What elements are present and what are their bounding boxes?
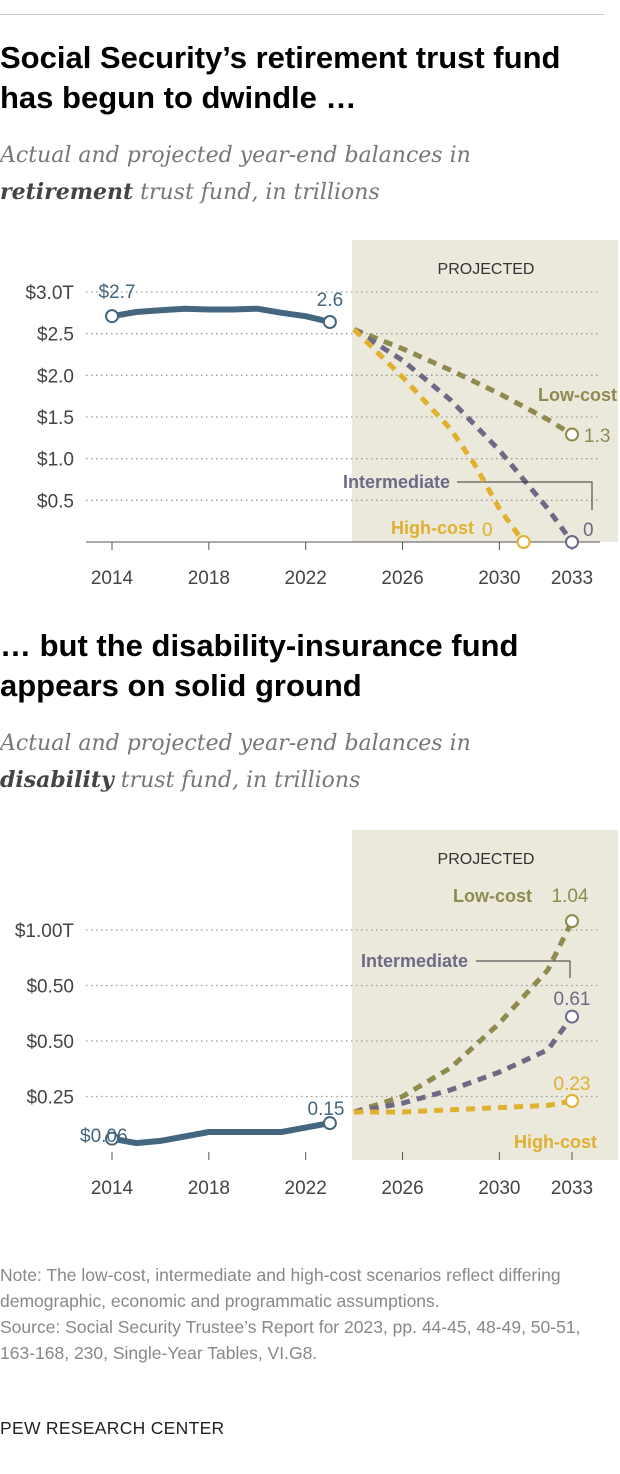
series-line-intermediate [353, 1015, 575, 1115]
high-cost-end-label: 0.23 [554, 1074, 591, 1095]
actual-end-label: 0.15 [308, 1099, 345, 1120]
chart2-subtitle-pre: Actual and projected year-end balances i… [0, 731, 471, 756]
low-cost-end-label: 1.04 [552, 886, 589, 907]
y-tick-label: $1.5 [37, 408, 74, 429]
actual-start-label: $2.7 [99, 282, 136, 303]
low-cost-end-label: 1.3 [584, 426, 610, 447]
actual-end-marker [322, 315, 337, 329]
intermediate-end-marker [565, 1009, 579, 1024]
note-text: Note: The low-cost, intermediate and hig… [0, 1265, 561, 1311]
high-cost-series-label: High-cost [391, 518, 474, 538]
high-cost-end-marker [565, 1093, 579, 1108]
notes-block: Note: The low-cost, intermediate and hig… [0, 1262, 615, 1366]
x-tick-label: 2018 [188, 568, 230, 589]
chart1-subtitle-bold: retirement [0, 179, 134, 205]
low-cost-end-marker [565, 914, 579, 929]
projected-band [352, 240, 618, 542]
intermediate-leader-line [457, 481, 593, 510]
intermediate-series-label: Intermediate [343, 472, 450, 492]
y-tick-label: $3.0T [25, 283, 74, 304]
intermediate-end-label: 0 [583, 520, 594, 541]
intermediate-series-label: Intermediate [361, 951, 468, 971]
series-line-actual [109, 305, 333, 325]
high-cost-end-marker [516, 535, 531, 549]
chart1-subtitle-pre: Actual and projected year-end balances i… [0, 143, 471, 168]
actual-start-marker [105, 309, 119, 324]
disability-fund-chart: PROJECTED $1.00T $0.50 $0.50 $0.25 2014 2018 20… [15, 830, 618, 1199]
source-text: Source: Social Security Trustee’s Report… [0, 1317, 581, 1363]
high-cost-series-label: High-cost [514, 1132, 597, 1152]
x-tick-label: 2014 [91, 568, 134, 589]
series-line-high-cost [354, 1098, 573, 1115]
chart2-subtitle-post: trust fund, in trillions [120, 768, 361, 793]
chart2-subtitle-bold: disability [0, 767, 114, 793]
intermediate-leader-line [476, 960, 571, 978]
chart1-subtitle-post: trust fund, in trillions [140, 180, 380, 205]
intermediate-end-marker [565, 535, 579, 549]
chart2-subtitle: Actual and projected year-end balances i… [0, 726, 615, 799]
y-tick-label: $0.25 [26, 1088, 74, 1109]
low-cost-end-marker [565, 427, 579, 442]
series-line-intermediate [352, 327, 575, 544]
low-cost-series-label: Low-cost [453, 886, 532, 906]
retirement-fund-chart: PROJECTED $3.0T $2.5 $2.0 $1.5 $1.0 $0.5 2014 20… [25, 240, 618, 589]
x-tick-label: 2018 [188, 1178, 230, 1199]
actual-start-marker [105, 1131, 119, 1146]
chart1-subtitle: Actual and projected year-end balances i… [0, 138, 615, 211]
x-tick-label: 2014 [91, 1178, 134, 1199]
brand-logo-text: PEW RESEARCH CENTER [0, 1418, 225, 1438]
y-tick-label: $1.0 [37, 450, 74, 471]
actual-end-marker [322, 1116, 337, 1131]
x-tick-label: 2026 [381, 568, 423, 589]
y-tick-label: $2.0 [37, 366, 74, 387]
actual-end-label: 2.6 [317, 290, 343, 311]
x-tick-label: 2022 [285, 1178, 327, 1199]
top-rule [0, 14, 604, 15]
chart2-title: … but the disability-insurance fund appe… [0, 628, 519, 703]
x-tick-label: 2022 [285, 568, 327, 589]
series-line-high-cost [352, 327, 526, 544]
low-cost-series-label: Low-cost [538, 385, 617, 405]
x-tick-label: 2026 [381, 1178, 423, 1199]
y-tick-label: $0.50 [26, 1032, 74, 1053]
series-line-low-cost [353, 327, 574, 437]
y-tick-label: $1.00T [15, 921, 75, 942]
chart1-title: Social Security’s retirement trust fund … [0, 40, 561, 115]
intermediate-end-label: 0.61 [554, 989, 591, 1010]
y-tick-label: $0.5 [37, 491, 74, 512]
y-tick-label: $2.5 [37, 325, 74, 346]
x-tick-label: 2033 [551, 1178, 593, 1199]
y-tick-label: $0.50 [26, 977, 74, 998]
projected-label: PROJECTED [438, 851, 535, 868]
x-tick-label: 2033 [551, 568, 593, 589]
high-cost-end-label: 0 [482, 520, 493, 541]
x-tick-label: 2030 [478, 568, 520, 589]
series-line-actual [109, 1120, 333, 1147]
actual-start-label: $0.06 [80, 1126, 128, 1147]
x-tick-label: 2030 [478, 1178, 520, 1199]
projected-label: PROJECTED [438, 261, 535, 278]
